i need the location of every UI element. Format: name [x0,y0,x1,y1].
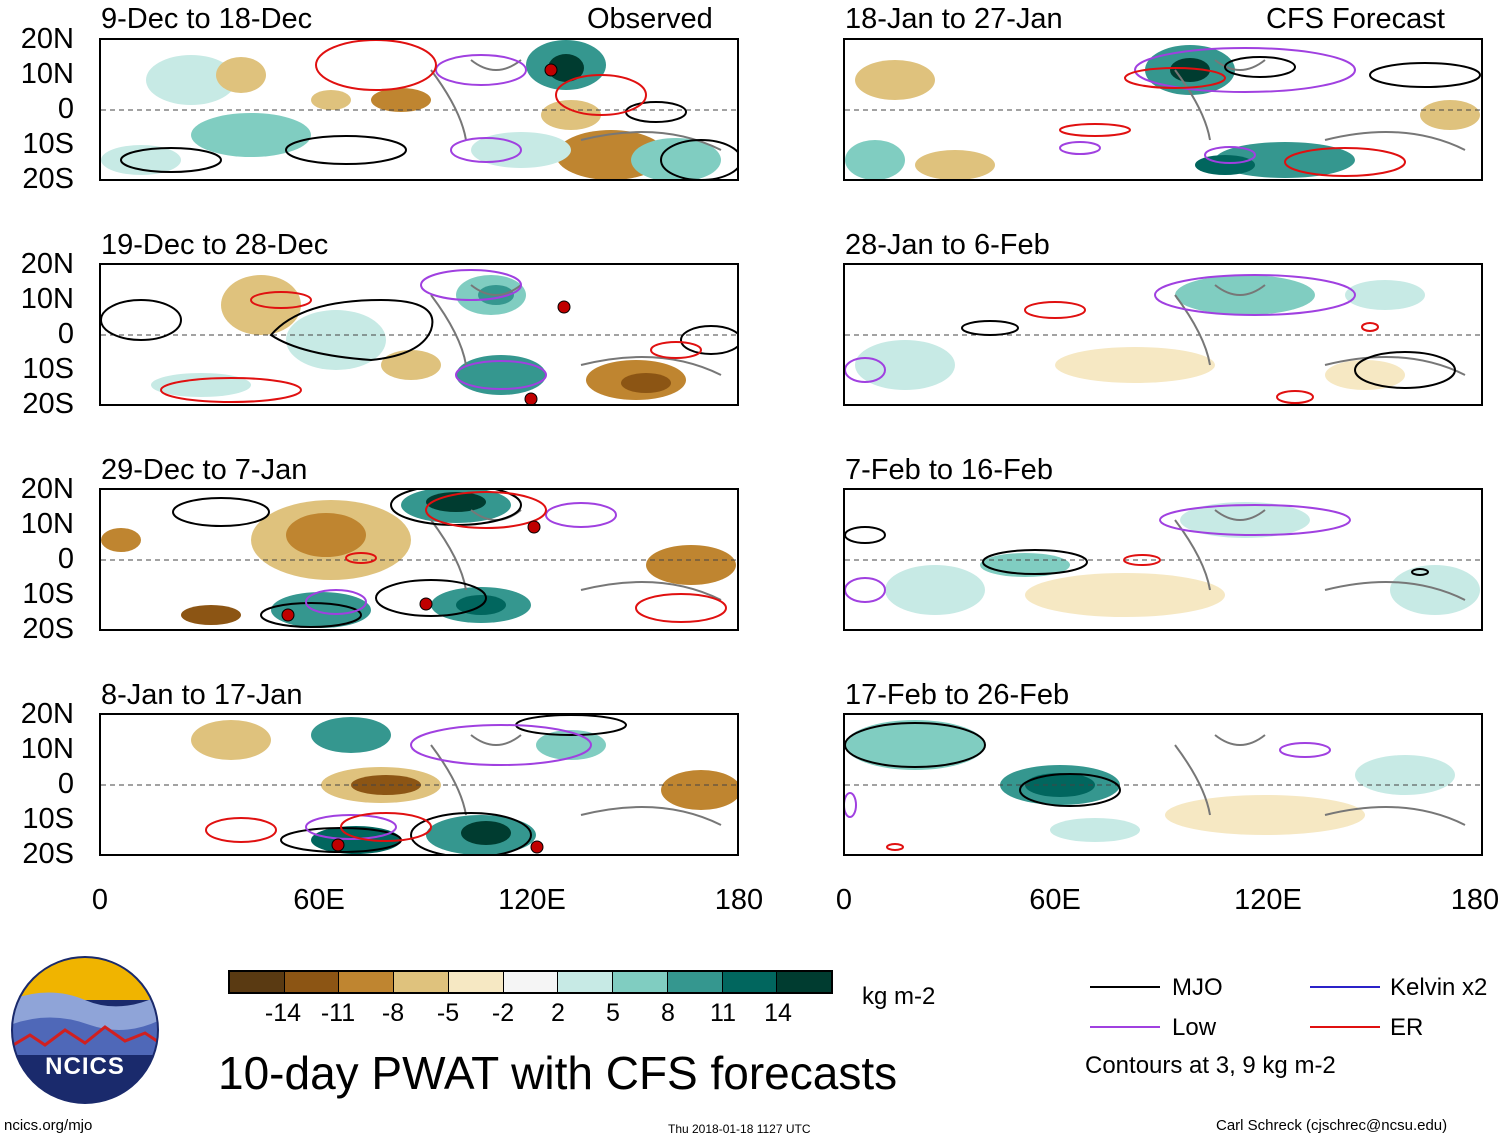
map-panel-left-3 [99,488,739,631]
colorbar-swatch [393,972,448,992]
colorbar-unit: kg m-2 [862,983,936,1010]
lon-tick: 60E [293,884,345,916]
colorbar-swatch [776,972,832,992]
colorbar-swatch [230,972,284,992]
legend-line-er [1310,1026,1380,1028]
panel-title-left-1: 9-Dec to 18-Dec [101,3,313,35]
colorbar-label: 5 [606,999,620,1027]
colorbar-label: -8 [381,999,405,1027]
legend-line-mjo [1090,986,1160,988]
colorbar-label: -5 [436,999,460,1027]
map-panel-right-3 [843,488,1483,631]
logo-text: NCICS [45,1053,125,1080]
lat-tick: 20S [22,163,74,195]
lat-tick: 20N [20,698,74,730]
lon-tick: 0 [835,884,853,916]
lat-tick: 20S [22,613,74,645]
colorbar-swatch [338,972,394,992]
lon-tick: 60E [1029,884,1081,916]
map-panel-left-2 [99,263,739,406]
lat-tick: 10S [22,353,74,385]
colorbar-swatch [447,972,503,992]
lat-tick: 20S [22,388,74,420]
lat-tick: 20N [20,473,74,505]
colorbar [228,970,833,994]
legend-label-er: ER [1390,1014,1424,1041]
lon-tick: 120E [1234,884,1302,916]
colorbar-swatch [283,972,339,992]
lat-tick: 10N [20,283,74,315]
legend-label-mjo: MJO [1172,974,1223,1001]
colorbar-label: 14 [764,999,792,1027]
panel-title-right-3: 7-Feb to 16-Feb [845,454,1053,486]
map-panel-left-1 [99,38,739,181]
forecast-label: CFS Forecast [1266,3,1445,35]
lon-tick: 0 [91,884,109,916]
panel-title-right-4: 17-Feb to 26-Feb [845,679,1070,711]
legend-label-kelvin: Kelvin x2 [1390,974,1488,1001]
lat-tick: 20S [22,838,74,870]
lat-tick: 10S [22,803,74,835]
website-link[interactable]: ncics.org/mjo [4,1117,93,1134]
credit: Carl Schreck (cjschrec@ncsu.edu) [1216,1117,1448,1134]
ncics-logo: NCICS [10,955,160,1105]
colorbar-swatch [666,972,722,992]
lat-tick: 0 [57,318,74,350]
map-panel-right-2 [843,263,1483,406]
panel-title-left-2: 19-Dec to 28-Dec [101,229,329,261]
lat-tick: 10S [22,128,74,160]
lat-tick: 0 [57,93,74,125]
colorbar-label: -11 [320,999,356,1027]
panel-title-right-1: 18-Jan to 27-Jan [845,3,1063,35]
colorbar-label: -2 [491,999,515,1027]
legend-note: Contours at 3, 9 kg m-2 [1085,1052,1336,1079]
lat-tick: 20N [20,248,74,280]
lat-tick: 10N [20,58,74,90]
legend-line-kelvin [1310,986,1380,988]
panel-title-left-3: 29-Dec to 7-Jan [101,454,308,486]
map-panel-left-4 [99,713,739,856]
colorbar-label: 2 [551,999,565,1027]
lat-tick: 10N [20,508,74,540]
lat-tick: 10N [20,733,74,765]
observed-label: Observed [587,3,713,35]
colorbar-label: 8 [661,999,675,1027]
legend-line-low [1090,1026,1160,1028]
lat-tick: 0 [57,768,74,800]
lat-tick: 10S [22,578,74,610]
lon-tick: 180 [1450,884,1500,916]
lat-tick: 0 [57,543,74,575]
panel-title-right-2: 28-Jan to 6-Feb [845,229,1050,261]
colorbar-swatch [612,972,667,992]
legend-label-low: Low [1172,1014,1217,1041]
timestamp: Thu 2018-01-18 1127 UTC [668,1122,811,1136]
colorbar-label: -14 [264,999,302,1027]
lon-tick: 120E [498,884,566,916]
figure-title: 10-day PWAT with CFS forecasts [218,1047,898,1099]
map-panel-right-4 [843,713,1483,856]
colorbar-swatch [557,972,613,992]
map-panel-right-1 [843,38,1483,181]
colorbar-swatch [721,972,777,992]
colorbar-label: 11 [710,999,736,1027]
panel-title-left-4: 8-Jan to 17-Jan [101,679,303,711]
colorbar-swatch [502,972,558,992]
lat-tick: 20N [20,23,74,55]
lon-tick: 180 [714,884,764,916]
